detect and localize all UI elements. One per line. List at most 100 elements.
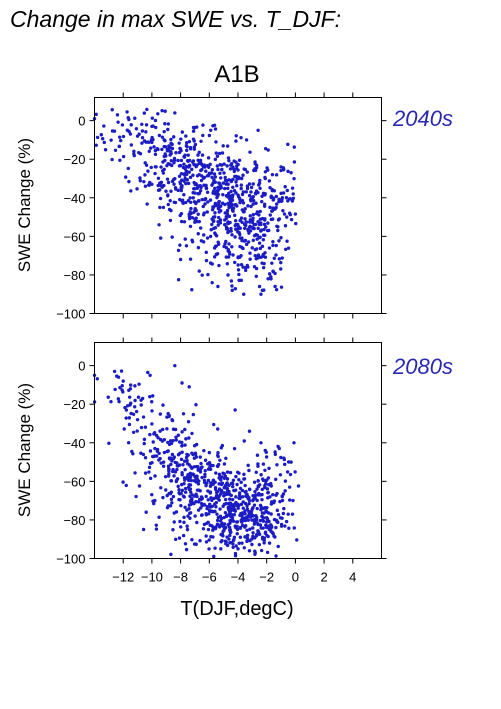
scatter-point: [290, 186, 295, 190]
scatter-point: [109, 138, 113, 142]
scatter-point: [250, 246, 254, 250]
scatter-point: [286, 512, 290, 516]
scatter-point: [267, 541, 272, 545]
scatter-point: [213, 487, 218, 492]
scatter-point: [156, 436, 160, 440]
scatter-point: [256, 464, 260, 468]
scatter-point: [245, 539, 249, 544]
scatter-point: [171, 494, 176, 499]
scatter-point: [183, 490, 188, 494]
scatter-point: [236, 263, 240, 267]
scatter-point: [141, 527, 146, 532]
scatter-point: [180, 381, 184, 385]
scatter-point: [140, 396, 145, 401]
scatter-point: [203, 458, 208, 462]
scatter-point: [126, 166, 130, 171]
scatter-point: [280, 498, 285, 503]
scatter-point: [210, 183, 214, 187]
scatter-point: [236, 193, 240, 197]
scatter-point: [243, 167, 248, 172]
scatter-point: [139, 451, 143, 455]
scatter-point: [206, 156, 211, 160]
scatter-point: [280, 256, 284, 260]
scatter-point: [248, 214, 252, 218]
scatter-point: [146, 370, 150, 375]
scatter-point: [197, 150, 201, 155]
scatter-point: [197, 479, 201, 483]
scatter-point: [254, 189, 259, 193]
scatter-point: [229, 519, 233, 523]
scatter-point: [216, 451, 220, 455]
scatter-point: [179, 503, 183, 508]
scatter-point: [246, 240, 251, 244]
scatter-point: [253, 160, 257, 164]
scatter-point: [241, 201, 246, 205]
scatter-point: [150, 460, 154, 465]
scatter-point: [212, 123, 217, 127]
scatter-point: [282, 506, 286, 511]
y-tick-label: −80: [63, 268, 85, 283]
scatter-point: [188, 474, 193, 479]
scatter-point: [251, 212, 256, 217]
scatter-point: [173, 537, 178, 542]
scatter-point: [182, 515, 186, 520]
scatter-point: [255, 210, 260, 214]
y-tick-label: −60: [63, 229, 85, 244]
scatter-point: [195, 186, 200, 191]
scatter-point: [167, 144, 171, 148]
scatter-point: [116, 120, 120, 124]
y-tick-label: −20: [63, 397, 85, 412]
scatter-point: [193, 452, 198, 456]
scatter-point: [205, 174, 210, 178]
scatter-point: [133, 116, 137, 120]
scatter-point: [287, 498, 292, 502]
scatter-point: [183, 443, 187, 447]
scatter-point: [193, 220, 197, 224]
scatter-point: [172, 182, 176, 186]
scatter-point: [243, 501, 248, 506]
scatter-point: [243, 525, 247, 529]
x-tick-label: 0: [292, 570, 299, 585]
scatter-point: [283, 224, 288, 228]
x-tick-label: 2: [320, 570, 327, 585]
scatter-point: [212, 554, 216, 559]
scatter-point: [277, 257, 282, 261]
scatter-point: [224, 501, 228, 506]
scatter-point: [134, 127, 139, 131]
scatter-point: [187, 170, 191, 174]
scatter-point: [150, 182, 154, 186]
scatter-point: [267, 228, 271, 233]
scatter-point: [276, 544, 280, 549]
scatter-point: [245, 528, 249, 532]
scatter-point: [166, 127, 170, 132]
scatter-point: [216, 223, 220, 227]
scatter-point: [204, 494, 208, 499]
scatter-point: [196, 153, 200, 157]
scatter-point: [184, 144, 189, 148]
scatter-point: [256, 479, 260, 483]
scatter-point: [214, 151, 218, 155]
scatter-point: [252, 522, 257, 526]
scatter-point: [171, 438, 175, 443]
scatter-point: [292, 160, 297, 164]
scatter-point: [195, 520, 199, 525]
scatter-point: [258, 235, 262, 239]
scatter-point: [220, 168, 224, 172]
scatter-point: [286, 460, 291, 464]
scatter-point: [185, 148, 189, 153]
scatter-point: [274, 205, 278, 210]
scatter-point: [200, 273, 204, 277]
plot-frame: [94, 97, 382, 314]
scatter-point: [270, 500, 274, 504]
scatter-point: [222, 171, 226, 175]
scatter-point: [198, 497, 202, 502]
scatter-point: [258, 246, 263, 251]
scatter-point: [133, 405, 137, 409]
scatter-point: [135, 417, 140, 422]
scatter-point: [235, 520, 239, 524]
scatter-point: [218, 209, 223, 213]
scatter-point: [245, 263, 249, 268]
scatter-point: [168, 199, 172, 203]
scatter-point: [176, 188, 180, 193]
scatter-point: [154, 523, 158, 527]
